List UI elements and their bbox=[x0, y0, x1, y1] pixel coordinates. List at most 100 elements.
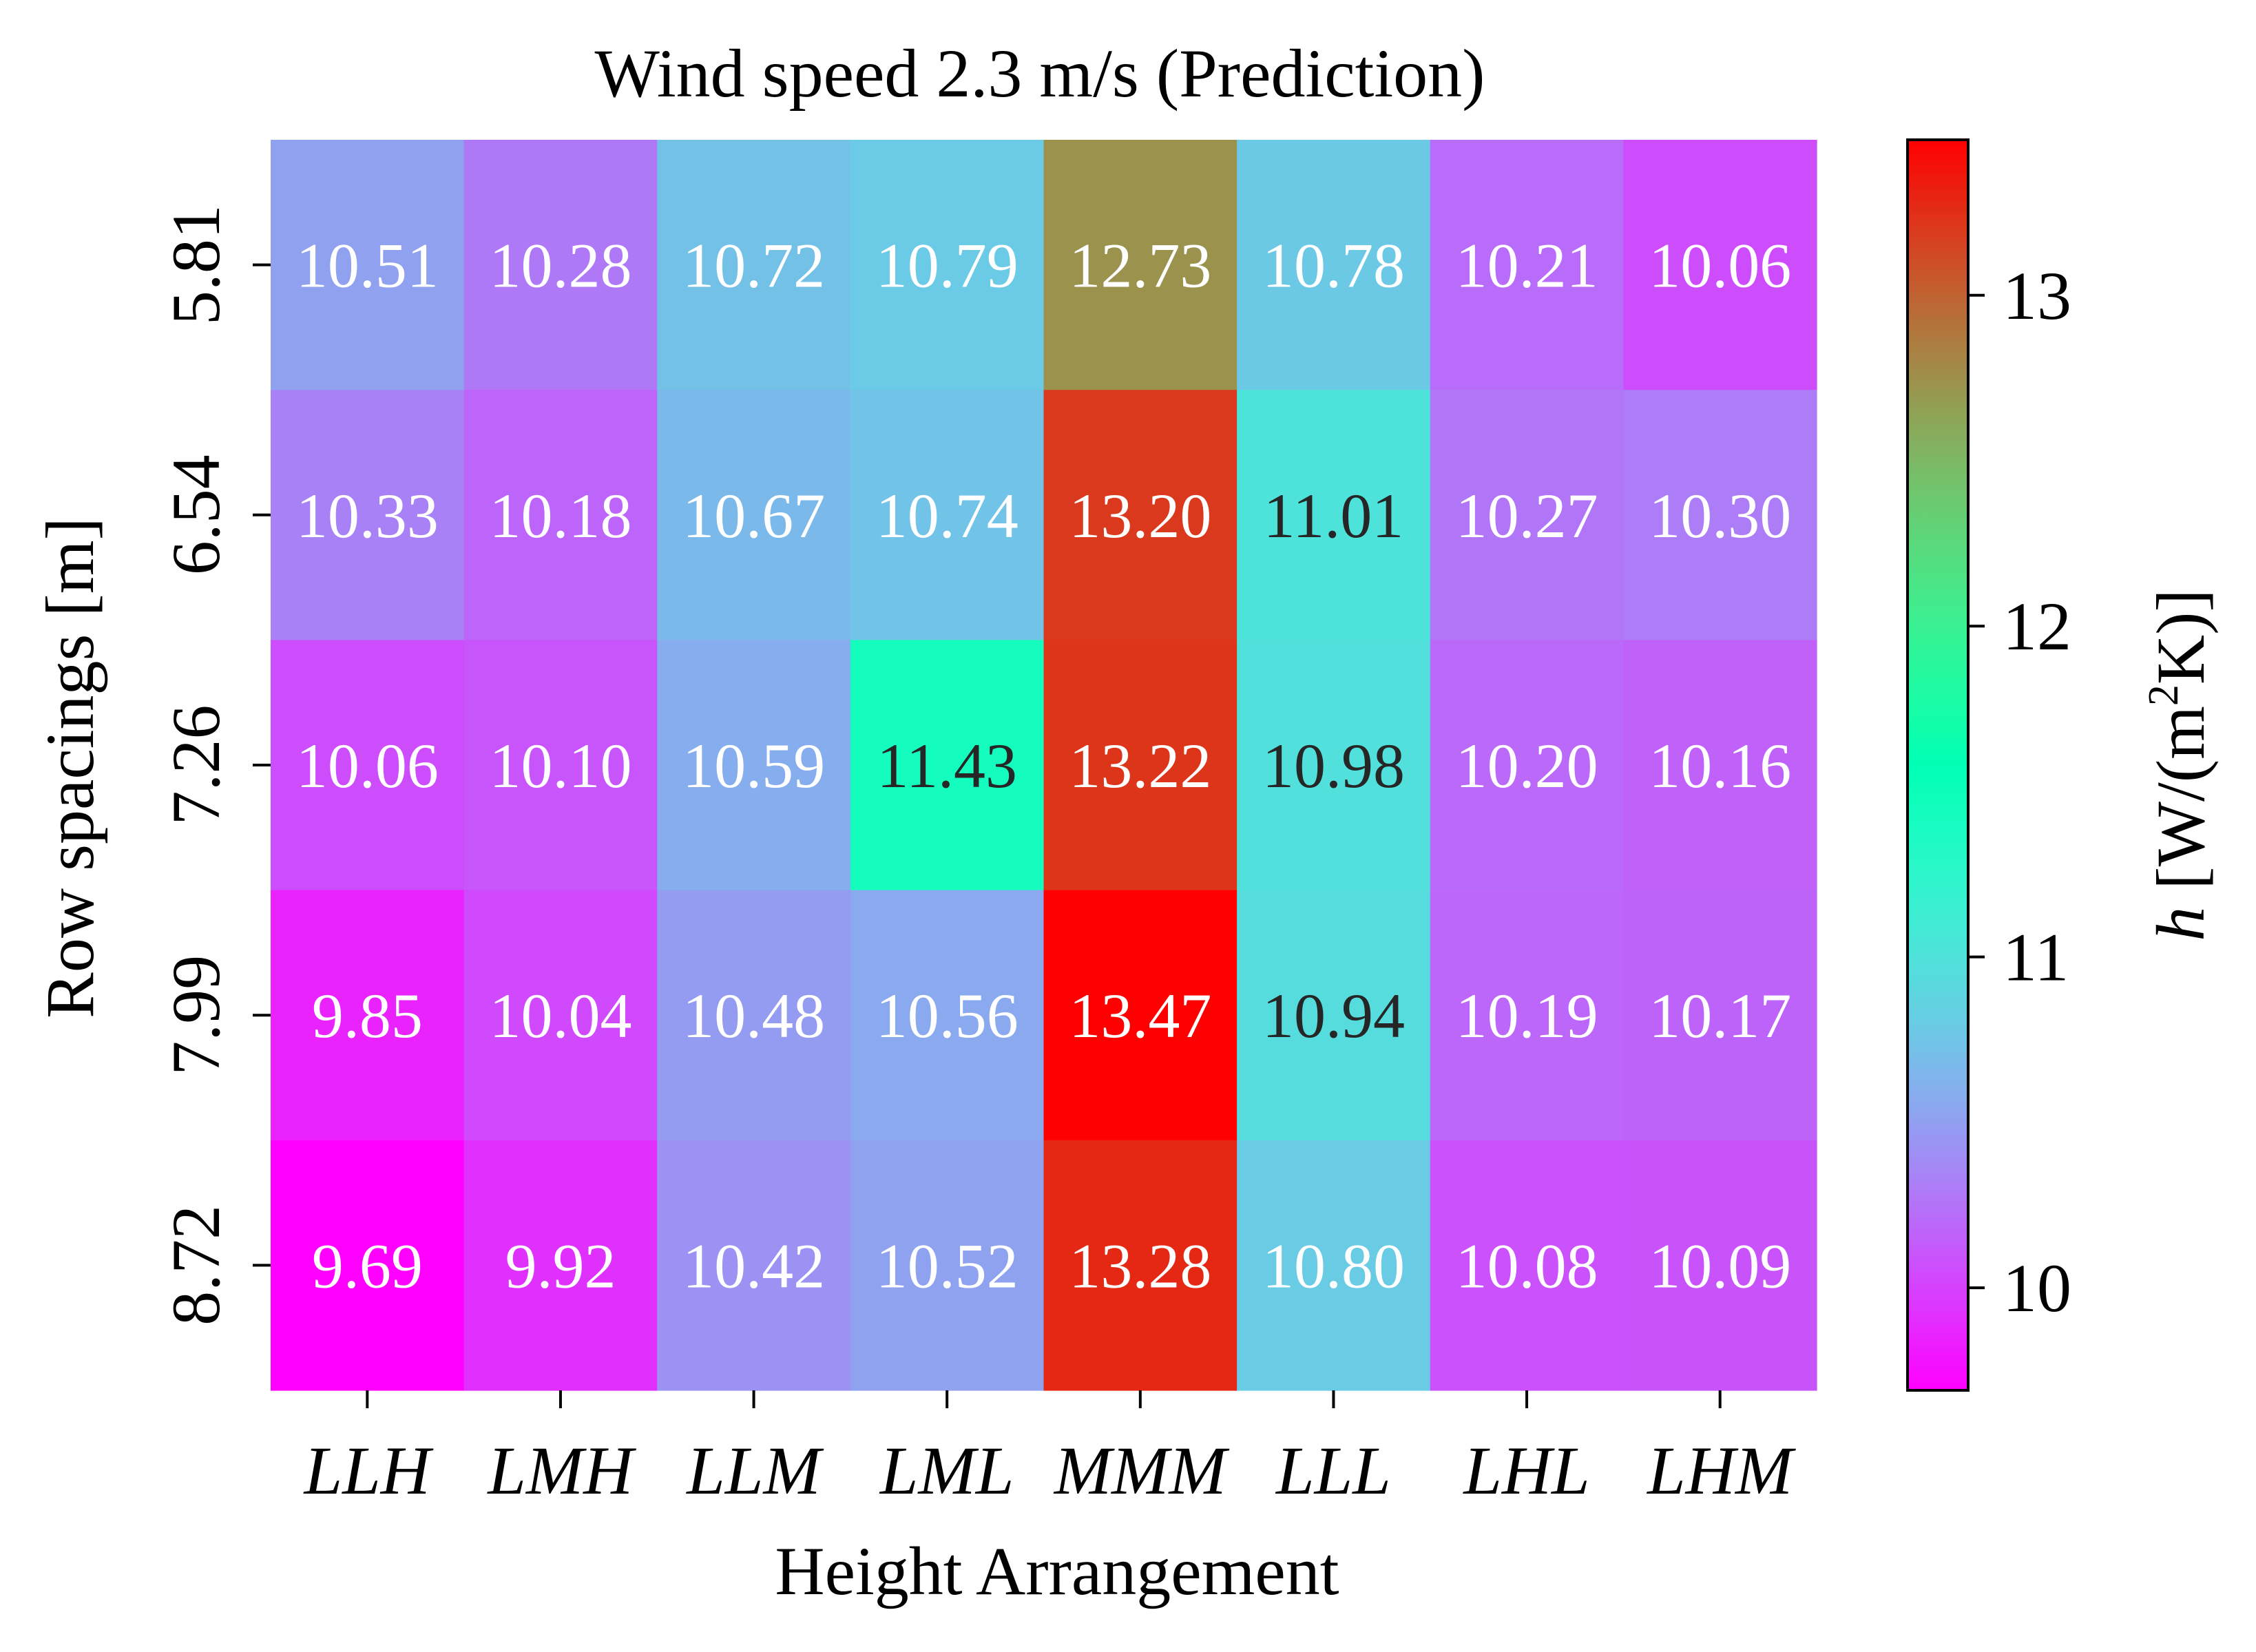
heatmap-cell bbox=[271, 640, 465, 891]
cell-value-label: 10.42 bbox=[682, 1231, 825, 1301]
colorbar-tick-label: 11 bbox=[2003, 919, 2069, 996]
heatmap-cell bbox=[1237, 390, 1431, 640]
x-axis-label: Height Arrangement bbox=[775, 1533, 1339, 1609]
colorbar-tick-label: 10 bbox=[2003, 1250, 2071, 1326]
cell-value-label: 10.56 bbox=[876, 981, 1019, 1051]
heatmap-cell bbox=[850, 640, 1045, 891]
heatmap-cell bbox=[1237, 1140, 1431, 1391]
y-axis: 5.81 6.54 7.26 7.99 8.72 bbox=[158, 205, 271, 1326]
heatmap-cells bbox=[271, 140, 1817, 1391]
heatmap-cell bbox=[1043, 140, 1237, 390]
heatmap-cell bbox=[1043, 390, 1237, 640]
heatmap-cell bbox=[1237, 890, 1431, 1141]
heatmap-cell bbox=[1043, 890, 1237, 1141]
cell-value-label: 10.04 bbox=[489, 981, 631, 1051]
cell-value-label: 13.22 bbox=[1069, 731, 1211, 801]
heatmap-cell bbox=[657, 390, 851, 640]
cell-value-label: 12.73 bbox=[1069, 231, 1211, 301]
heatmap-cell bbox=[1237, 640, 1431, 891]
colorbar-gradient bbox=[1906, 138, 1970, 1392]
y-tick-label: 6.54 bbox=[158, 454, 234, 575]
cell-value-label: 10.06 bbox=[296, 731, 439, 801]
cell-value-label: 10.27 bbox=[1456, 481, 1598, 551]
cell-value-label: 11.01 bbox=[1264, 481, 1404, 551]
heatmap-cell bbox=[1623, 1140, 1817, 1391]
cell-value-label: 10.59 bbox=[682, 731, 825, 801]
heatmap-cell bbox=[1043, 1140, 1237, 1391]
cell-value-label: 10.48 bbox=[682, 981, 825, 1051]
cell-value-label: 10.18 bbox=[489, 481, 631, 551]
cell-value-label: 10.94 bbox=[1262, 981, 1405, 1051]
heatmap-cell bbox=[463, 140, 658, 390]
cell-value-label: 10.79 bbox=[876, 231, 1019, 301]
cell-value-label: 9.85 bbox=[312, 981, 423, 1051]
colorbar: 10 11 12 13 h [W/(m2K)] bbox=[1906, 138, 2219, 1392]
cell-value-label: 9.92 bbox=[505, 1231, 616, 1301]
cell-value-label: 10.51 bbox=[296, 231, 439, 301]
heatmap-cell bbox=[271, 140, 465, 390]
cell-value-label: 9.69 bbox=[312, 1231, 423, 1301]
cell-value-label: 10.16 bbox=[1649, 731, 1791, 801]
heatmap-cell bbox=[1623, 640, 1817, 891]
heatmap-cell bbox=[657, 640, 851, 891]
cell-value-label: 13.47 bbox=[1069, 981, 1211, 1051]
y-tick-label: 7.26 bbox=[158, 705, 234, 826]
cell-value-label: 10.80 bbox=[1262, 1231, 1405, 1301]
heatmap-cell bbox=[271, 390, 465, 640]
heatmap-cell bbox=[657, 890, 851, 1141]
heatmap-cell bbox=[1623, 890, 1817, 1141]
cell-value-label: 10.19 bbox=[1456, 981, 1598, 1051]
heatmap-cell bbox=[271, 1140, 465, 1391]
cell-value-label: 10.33 bbox=[296, 481, 439, 551]
cell-value-label: 10.20 bbox=[1456, 731, 1598, 801]
heatmap-cell bbox=[657, 140, 851, 390]
cell-value-label: 10.28 bbox=[489, 231, 631, 301]
colorbar-tick-label: 13 bbox=[2003, 258, 2071, 334]
heatmap-cell bbox=[850, 1140, 1045, 1391]
x-tick-label: LLL bbox=[1275, 1432, 1391, 1509]
heatmap-cell bbox=[850, 890, 1045, 1141]
cell-value-label: 10.78 bbox=[1262, 231, 1405, 301]
cell-value-label: 11.43 bbox=[877, 731, 1017, 801]
y-axis-label: Row spacings [m] bbox=[32, 517, 108, 1018]
heatmap-cell-labels: 10.51 10.28 10.72 10.79 12.73 10.78 10.21 10.06… bbox=[296, 231, 1791, 1301]
x-tick-label: LHM bbox=[1646, 1432, 1796, 1509]
heatmap-cell bbox=[271, 890, 465, 1141]
cell-value-label: 10.17 bbox=[1649, 981, 1791, 1051]
chart-title: Wind speed 2.3 m/s (Prediction) bbox=[595, 35, 1485, 112]
heatmap-cell bbox=[1623, 140, 1817, 390]
heatmap-cell bbox=[1430, 390, 1624, 640]
heatmap-cell bbox=[850, 140, 1045, 390]
colorbar-ticks: 10 11 12 13 bbox=[1968, 258, 2071, 1326]
heatmap-cell bbox=[1237, 140, 1431, 390]
cell-value-label: 10.30 bbox=[1649, 481, 1791, 551]
x-tick-label: MMM bbox=[1053, 1432, 1230, 1509]
cell-value-label: 10.98 bbox=[1262, 731, 1405, 801]
cell-value-label: 10.67 bbox=[682, 481, 825, 551]
heatmap-cell bbox=[1430, 140, 1624, 390]
cell-value-label: 10.08 bbox=[1456, 1231, 1598, 1301]
cell-value-label: 10.72 bbox=[682, 231, 825, 301]
heatmap-cell bbox=[1430, 640, 1624, 891]
cell-value-label: 13.20 bbox=[1069, 481, 1211, 551]
y-tick-label: 5.81 bbox=[158, 205, 234, 325]
heatmap-cell bbox=[657, 1140, 851, 1391]
heatmap-cell bbox=[1430, 1140, 1624, 1391]
colorbar-label: h [W/(m2K)] bbox=[2140, 589, 2219, 941]
heatmap-cell bbox=[1430, 890, 1624, 1141]
y-tick-label: 7.99 bbox=[158, 955, 234, 1076]
x-tick-label: LMH bbox=[486, 1432, 636, 1509]
x-tick-label: LHL bbox=[1462, 1432, 1589, 1509]
colorbar-tick-label: 12 bbox=[2003, 588, 2071, 665]
x-tick-label: LML bbox=[879, 1432, 1014, 1509]
heatmap-cell bbox=[1043, 640, 1237, 891]
x-axis: LLH LMH LLM LML MMM LLL LHL LHM bbox=[303, 1390, 1796, 1509]
cell-value-label: 10.10 bbox=[489, 731, 631, 801]
cell-value-label: 10.52 bbox=[876, 1231, 1019, 1301]
cell-value-label: 13.28 bbox=[1069, 1231, 1211, 1301]
x-tick-label: LLM bbox=[685, 1432, 824, 1509]
x-tick-label: LLH bbox=[303, 1432, 434, 1509]
heatmap-cell bbox=[463, 640, 658, 891]
y-tick-label: 8.72 bbox=[158, 1205, 234, 1326]
